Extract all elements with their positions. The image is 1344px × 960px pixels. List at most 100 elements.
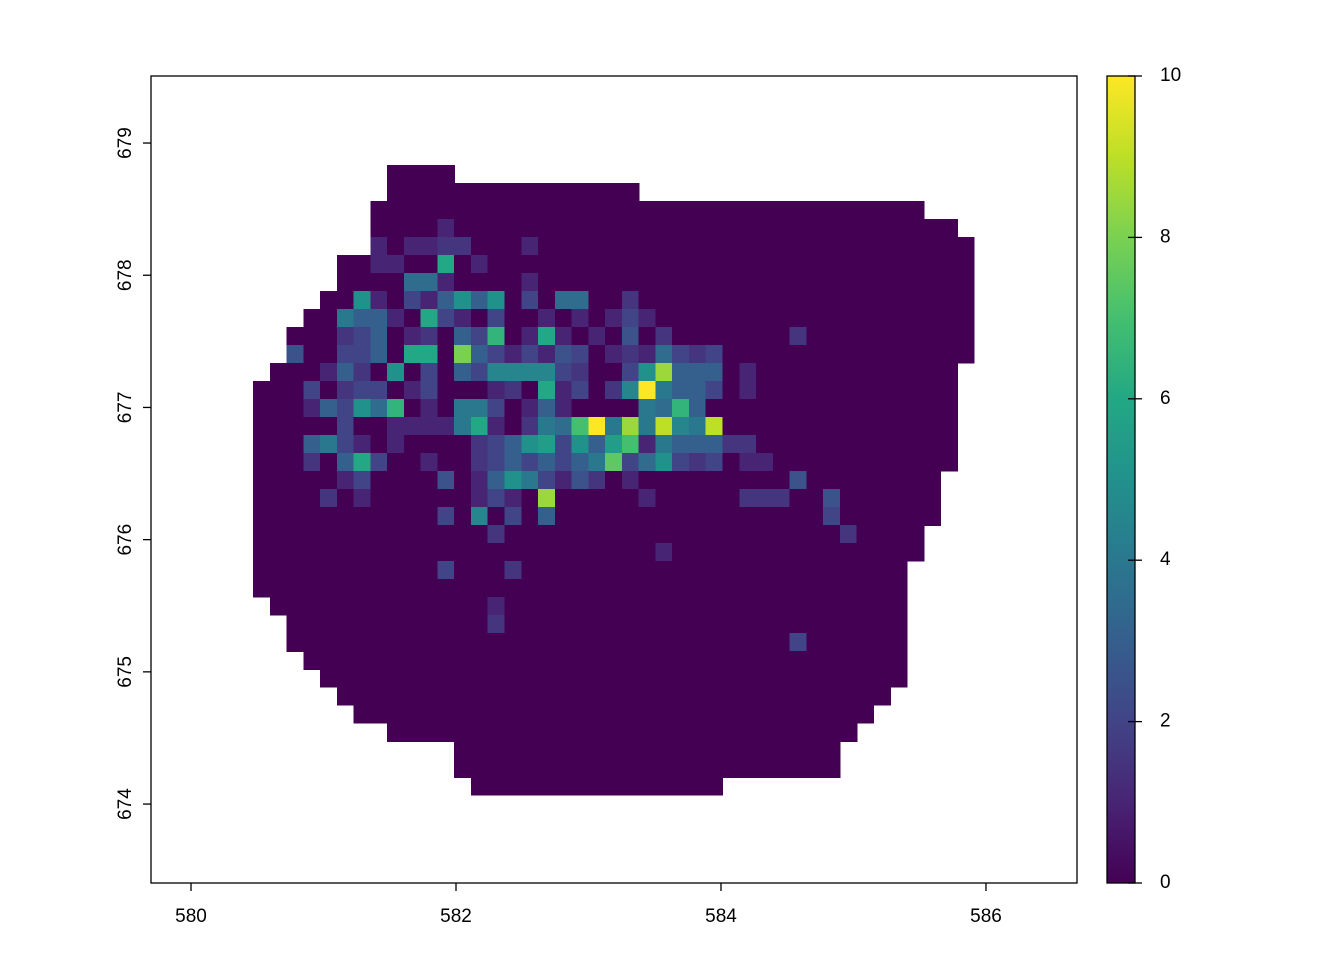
cell bbox=[470, 452, 489, 472]
cell bbox=[890, 272, 908, 292]
cell bbox=[470, 470, 489, 490]
colorbar-tick-label: 10 bbox=[1160, 65, 1181, 86]
cell bbox=[655, 362, 673, 382]
cell bbox=[487, 543, 506, 562]
cell bbox=[538, 326, 556, 346]
cell bbox=[303, 615, 321, 634]
cell bbox=[789, 578, 807, 598]
cell bbox=[454, 435, 472, 454]
cell bbox=[554, 254, 573, 274]
cell bbox=[504, 435, 522, 454]
cell bbox=[756, 470, 774, 490]
cell bbox=[605, 543, 623, 562]
cell bbox=[521, 723, 539, 742]
cell bbox=[521, 741, 539, 760]
cell bbox=[252, 488, 271, 508]
cell bbox=[437, 164, 455, 184]
cell bbox=[672, 236, 690, 256]
cell bbox=[923, 417, 942, 436]
cell bbox=[454, 254, 472, 274]
cell bbox=[873, 669, 891, 688]
cell bbox=[823, 326, 841, 346]
cell bbox=[621, 507, 640, 526]
cell bbox=[873, 633, 891, 652]
cell bbox=[688, 201, 707, 220]
cell bbox=[353, 380, 371, 400]
cell bbox=[772, 651, 791, 670]
cell bbox=[437, 236, 455, 256]
cell bbox=[336, 633, 355, 652]
cell bbox=[370, 543, 388, 562]
cell bbox=[672, 759, 690, 778]
cell bbox=[504, 272, 522, 292]
cell bbox=[638, 470, 657, 490]
cell bbox=[554, 362, 573, 382]
cell bbox=[454, 633, 472, 652]
cell bbox=[890, 543, 908, 562]
cell bbox=[772, 470, 791, 490]
cell bbox=[269, 380, 288, 400]
cell bbox=[638, 704, 657, 724]
cell bbox=[756, 561, 774, 580]
cell bbox=[571, 759, 590, 778]
cell bbox=[588, 218, 606, 238]
cell bbox=[588, 272, 606, 292]
cell bbox=[454, 380, 472, 400]
cell bbox=[504, 543, 522, 562]
cell bbox=[387, 399, 405, 418]
cell bbox=[487, 380, 506, 400]
cell bbox=[286, 596, 304, 616]
cell bbox=[571, 561, 590, 580]
cell bbox=[688, 362, 707, 382]
cell bbox=[454, 687, 472, 706]
cell bbox=[806, 741, 824, 760]
cell bbox=[772, 615, 791, 634]
cell bbox=[722, 380, 740, 400]
cell bbox=[688, 309, 707, 328]
cell bbox=[672, 201, 690, 220]
cell bbox=[672, 272, 690, 292]
cell bbox=[370, 326, 388, 346]
cell bbox=[286, 615, 304, 634]
cell bbox=[705, 291, 724, 310]
cell bbox=[722, 759, 740, 778]
cell bbox=[672, 633, 690, 652]
cell bbox=[722, 633, 740, 652]
cell bbox=[269, 399, 288, 418]
cell bbox=[839, 651, 858, 670]
cell bbox=[655, 326, 673, 346]
cell bbox=[420, 578, 439, 598]
cell bbox=[538, 561, 556, 580]
cell bbox=[806, 596, 824, 616]
cell bbox=[470, 704, 489, 724]
cell bbox=[605, 254, 623, 274]
cell bbox=[437, 578, 455, 598]
cell bbox=[521, 704, 539, 724]
cell bbox=[303, 596, 321, 616]
cell bbox=[387, 272, 405, 292]
cell bbox=[403, 596, 422, 616]
cell bbox=[521, 183, 539, 202]
cell bbox=[655, 669, 673, 688]
cell bbox=[353, 615, 371, 634]
cell bbox=[655, 543, 673, 562]
cell bbox=[554, 615, 573, 634]
cell bbox=[621, 399, 640, 418]
cell bbox=[336, 687, 355, 706]
cell bbox=[605, 218, 623, 238]
cell bbox=[470, 687, 489, 706]
cell bbox=[538, 525, 556, 544]
cell bbox=[571, 578, 590, 598]
cell bbox=[454, 741, 472, 760]
cell bbox=[303, 561, 321, 580]
cell bbox=[806, 344, 824, 364]
cell bbox=[705, 362, 724, 382]
cell bbox=[370, 309, 388, 328]
cell bbox=[336, 669, 355, 688]
cell bbox=[504, 651, 522, 670]
cell bbox=[705, 669, 724, 688]
cell bbox=[387, 561, 405, 580]
cell bbox=[906, 362, 925, 382]
cell bbox=[672, 435, 690, 454]
cell bbox=[890, 452, 908, 472]
